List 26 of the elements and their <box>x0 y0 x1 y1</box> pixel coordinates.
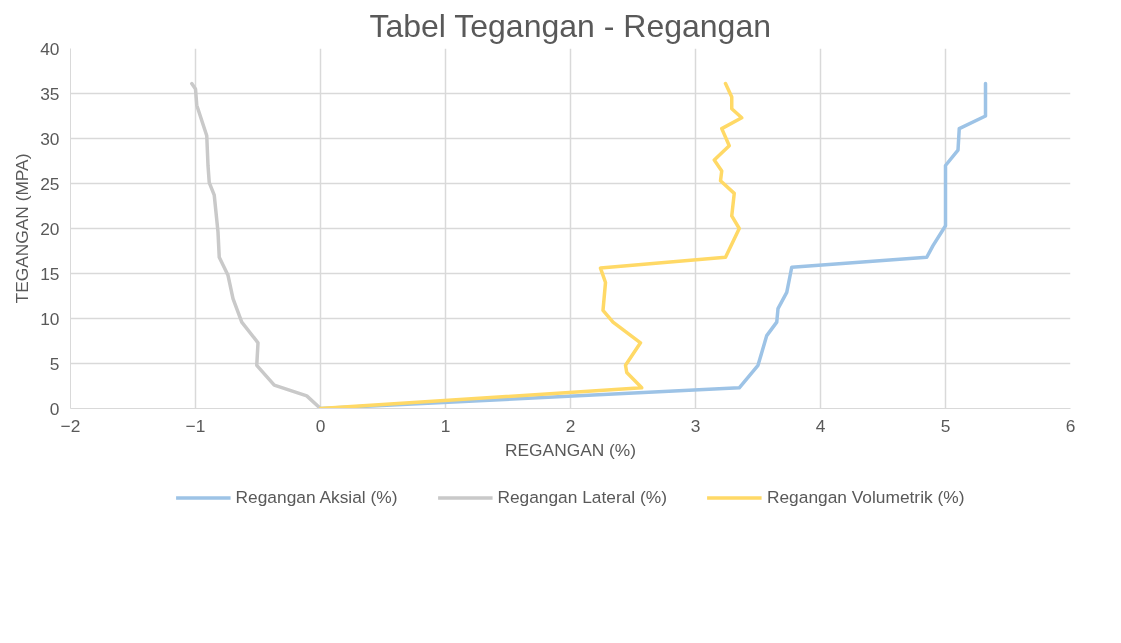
legend-label: Regangan Aksial (%) <box>235 486 398 508</box>
x-tick-label: 5 <box>940 415 951 436</box>
legend-label: Regangan Volumetrik (%) <box>766 486 965 508</box>
chart-title: Tabel Tegangan - Regangan <box>369 7 771 44</box>
x-tick-label: 0 <box>315 415 326 436</box>
x-tick-label: 6 <box>1065 415 1076 436</box>
x-tick-label: 3 <box>690 415 701 436</box>
line-series <box>190 81 323 409</box>
y-tick-label: 0 <box>49 398 60 419</box>
y-tick-label: 20 <box>40 218 60 239</box>
x-tick-label: 4 <box>815 415 826 436</box>
y-tick-label: 35 <box>40 83 60 104</box>
y-tick-label: 5 <box>49 353 60 374</box>
x-axis-title: REGANGAN (%) <box>505 439 636 460</box>
x-tick-label: 2 <box>565 415 576 436</box>
x-tick-label: −2 <box>60 415 81 436</box>
y-tick-label: 30 <box>40 128 60 149</box>
y-tick-label: 40 <box>40 38 60 59</box>
legend-label: Regangan Lateral (%) <box>497 486 667 508</box>
y-tick-label: 15 <box>40 263 60 284</box>
x-tick-label: −1 <box>185 415 206 436</box>
line-series <box>318 81 744 409</box>
y-tick-label: 25 <box>40 173 60 194</box>
y-tick-label: 10 <box>40 308 60 329</box>
y-axis-title: TEGANGAN (MPA) <box>12 153 33 304</box>
x-tick-label: 1 <box>440 415 451 436</box>
